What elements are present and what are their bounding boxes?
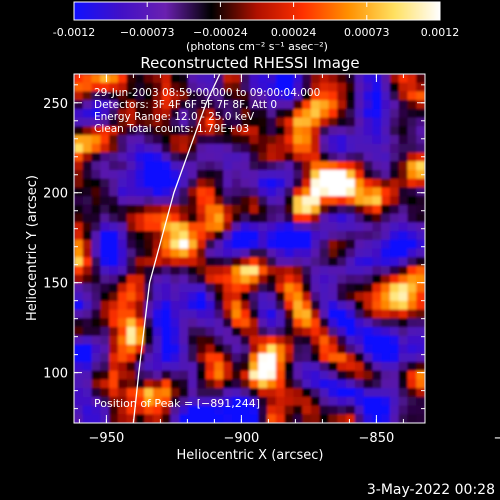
colorbar-tick-label: 0.00073 [344, 26, 390, 39]
colorbar-units-label: (photons cm⁻² s⁻¹ asec⁻²) [186, 40, 328, 53]
timestamp: 3-May-2022 00:28 [367, 482, 495, 498]
x-tick-label: −800 [494, 431, 500, 446]
annotation-line: Energy Range: 12.0 - 25.0 keV [94, 111, 255, 123]
colorbar [73, 1, 441, 21]
annotation-line: Detectors: 3F 4F 6F 5F 7F 8F, Att 0 [94, 99, 277, 111]
annotation-line: 29-Jun-2003 08:59:00.000 to 09:00:04.000 [94, 87, 320, 99]
heatmap-image [74, 74, 425, 423]
peak-position-label: Position of Peak = [−891,244] [94, 397, 260, 410]
y-tick-label: 200 [43, 187, 68, 202]
axis-ticks: −950 −900 −850 −800 100 150 200 250 [43, 74, 500, 446]
y-axis-label: Heliocentric Y (arcsec) [25, 175, 40, 321]
y-tick-label: 100 [43, 367, 68, 382]
x-tick-label: −950 [89, 431, 125, 446]
solar-limb-line [132, 74, 221, 423]
y-tick-label: 250 [43, 97, 68, 112]
colorbar-tick-label: 0.0012 [421, 26, 460, 39]
annotation-block: 29-Jun-2003 08:59:00.000 to 09:00:04.000… [94, 87, 320, 135]
colorbar-tick-label: 0.00024 [271, 26, 317, 39]
colorbar-ticks: -0.0012 −0.00073 −0.00024 0.00024 0.00073 0.0… [53, 2, 459, 39]
x-tick-label: −900 [224, 431, 260, 446]
colorbar-tick-label: −0.00024 [193, 26, 248, 39]
colorbar-tick-label: −0.00073 [120, 26, 175, 39]
x-axis-label: Heliocentric X (arcsec) [177, 448, 324, 463]
colorbar-tick-label: -0.0012 [53, 26, 95, 39]
y-tick-label: 150 [43, 277, 68, 292]
plot-frame [73, 73, 426, 424]
chart-title: Reconstructed RHESSI Image [140, 54, 359, 72]
x-tick-label: −850 [359, 431, 395, 446]
annotation-line: Clean Total counts: 1.79E+03 [94, 123, 249, 135]
